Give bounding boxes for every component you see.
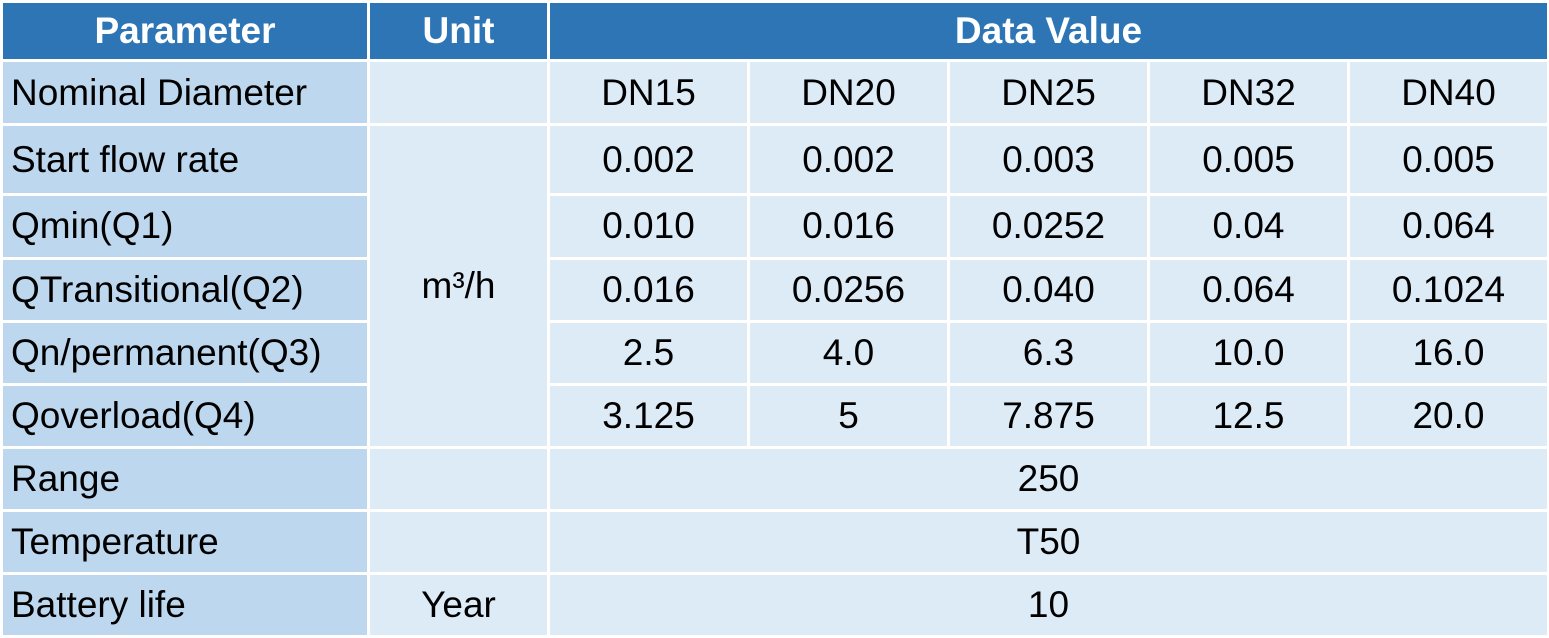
- value-cell: 0.0256: [750, 259, 947, 320]
- value-cell: 20.0: [1350, 385, 1547, 446]
- value-cell: 12.5: [1150, 385, 1347, 446]
- value-cell: DN32: [1150, 62, 1347, 124]
- row-label: Qmin(Q1): [3, 196, 367, 257]
- value-cell: 2.5: [550, 322, 747, 383]
- value-cell: 16.0: [1350, 322, 1547, 383]
- table-row-temperature: Temperature T50: [3, 511, 1547, 572]
- table-row-qtransitional: QTransitional(Q2) 0.016 0.0256 0.040 0.0…: [3, 259, 1547, 320]
- value-cell: 3.125: [550, 385, 747, 446]
- row-unit: [370, 62, 547, 124]
- value-cell: 0.002: [750, 126, 947, 194]
- row-label: Temperature: [3, 511, 367, 572]
- value-cell: 5: [750, 385, 947, 446]
- table-row-range: Range 250: [3, 448, 1547, 509]
- row-label: Qn/permanent(Q3): [3, 322, 367, 383]
- value-cell: DN15: [550, 62, 747, 124]
- value-cell-merged: 10: [550, 574, 1547, 635]
- row-unit: [370, 511, 547, 572]
- value-cell: 0.0252: [950, 196, 1147, 257]
- row-label: Range: [3, 448, 367, 509]
- header-unit: Unit: [370, 3, 547, 59]
- row-label: Battery life: [3, 574, 367, 635]
- table-row-qn-permanent: Qn/permanent(Q3) 2.5 4.0 6.3 10.0 16.0: [3, 322, 1547, 383]
- row-label: QTransitional(Q2): [3, 259, 367, 320]
- value-cell: 10.0: [1150, 322, 1347, 383]
- row-unit: Year: [370, 574, 547, 635]
- row-unit: [370, 448, 547, 509]
- header-row: Parameter Unit Data Value: [3, 3, 1547, 59]
- value-cell: 0.064: [1150, 259, 1347, 320]
- table-row-qmin: Qmin(Q1) 0.010 0.016 0.0252 0.04 0.064: [3, 196, 1547, 257]
- value-cell: 4.0: [750, 322, 947, 383]
- value-cell-merged: 250: [550, 448, 1547, 509]
- value-cell: DN40: [1350, 62, 1547, 124]
- value-cell: 0.010: [550, 196, 747, 257]
- row-label: Qoverload(Q4): [3, 385, 367, 446]
- value-cell: 0.005: [1150, 126, 1347, 194]
- row-label: Nominal Diameter: [3, 62, 367, 124]
- value-cell: DN25: [950, 62, 1147, 124]
- row-label: Start flow rate: [3, 126, 367, 194]
- value-cell: 0.003: [950, 126, 1147, 194]
- value-cell: 0.016: [550, 259, 747, 320]
- header-parameter: Parameter: [3, 3, 367, 59]
- value-cell: 0.040: [950, 259, 1147, 320]
- table-row-battery-life: Battery life Year 10: [3, 574, 1547, 635]
- value-cell: 0.016: [750, 196, 947, 257]
- value-cell: 0.002: [550, 126, 747, 194]
- value-cell: 7.875: [950, 385, 1147, 446]
- value-cell: 0.04: [1150, 196, 1347, 257]
- header-data-value: Data Value: [550, 3, 1547, 59]
- value-cell-merged: T50: [550, 511, 1547, 572]
- value-cell: 0.064: [1350, 196, 1547, 257]
- value-cell: 0.1024: [1350, 259, 1547, 320]
- table-row-qoverload: Qoverload(Q4) 3.125 5 7.875 12.5 20.0: [3, 385, 1547, 446]
- value-cell: DN20: [750, 62, 947, 124]
- table-row-nominal-diameter: Nominal Diameter DN15 DN20 DN25 DN32 DN4…: [3, 62, 1547, 124]
- value-cell: 6.3: [950, 322, 1147, 383]
- table-row-start-flow-rate: Start flow rate m³/h 0.002 0.002 0.003 0…: [3, 126, 1547, 446]
- value-cell: 0.005: [1350, 126, 1547, 194]
- flow-unit-cell: m³/h: [370, 126, 547, 446]
